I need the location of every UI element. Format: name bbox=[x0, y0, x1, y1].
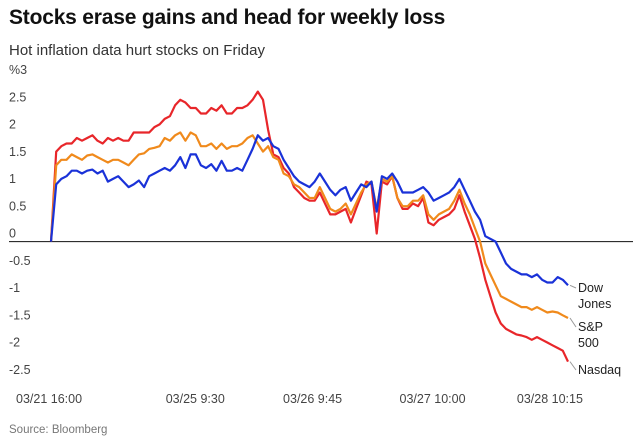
series-labels: Dow Jones S&P 500 Nasdaq bbox=[570, 281, 621, 377]
y-tick-label: 0.5 bbox=[9, 199, 26, 213]
label-nasdaq-leader bbox=[570, 362, 576, 370]
y-tick-label: -1 bbox=[9, 281, 20, 295]
y-tick-label: 1 bbox=[9, 172, 16, 186]
series-line-nasdaq bbox=[51, 92, 568, 362]
series-line-s-p-500 bbox=[51, 133, 568, 319]
y-tick-label: 1.5 bbox=[9, 145, 26, 159]
label-dow-jones-leader bbox=[570, 285, 576, 288]
y-tick-label: 2.5 bbox=[9, 90, 26, 104]
series-line-dow-jones bbox=[51, 135, 568, 285]
label-nasdaq: Nasdaq bbox=[578, 363, 621, 377]
label-s-p-500: S&P bbox=[578, 320, 603, 334]
y-tick-label: %3 bbox=[9, 63, 27, 77]
x-tick-label: 03/28 10:15 bbox=[517, 392, 583, 406]
label-s-p-500-leader bbox=[570, 318, 576, 327]
x-tick-label: 03/27 10:00 bbox=[400, 392, 466, 406]
x-tick-label: 03/26 9:45 bbox=[283, 392, 342, 406]
label-s-p-500: 500 bbox=[578, 336, 599, 350]
series-lines bbox=[51, 92, 568, 362]
y-axis-ticks: %3 2.5 2 1.5 1 0.5 0 -0.5 -1 -1.5 -2 -2.5 bbox=[9, 63, 633, 377]
y-tick-label: -1.5 bbox=[9, 308, 31, 322]
x-tick-label: 03/25 9:30 bbox=[166, 392, 225, 406]
y-tick-label: -0.5 bbox=[9, 254, 31, 268]
y-tick-label: -2.5 bbox=[9, 363, 31, 377]
label-dow-jones: Jones bbox=[578, 297, 611, 311]
label-dow-jones: Dow bbox=[578, 281, 604, 295]
line-chart: %3 2.5 2 1.5 1 0.5 0 -0.5 -1 -1.5 -2 -2.5 03/21 16:… bbox=[0, 0, 633, 446]
y-tick-label: 2 bbox=[9, 118, 16, 132]
y-tick-label: 0 bbox=[9, 227, 16, 241]
y-tick-label: -2 bbox=[9, 336, 20, 350]
x-tick-label: 03/21 16:00 bbox=[16, 392, 82, 406]
source-note: Source: Bloomberg bbox=[9, 424, 107, 436]
x-axis-ticks: 03/21 16:00 03/25 9:30 03/26 9:45 03/27 10:… bbox=[16, 392, 583, 406]
